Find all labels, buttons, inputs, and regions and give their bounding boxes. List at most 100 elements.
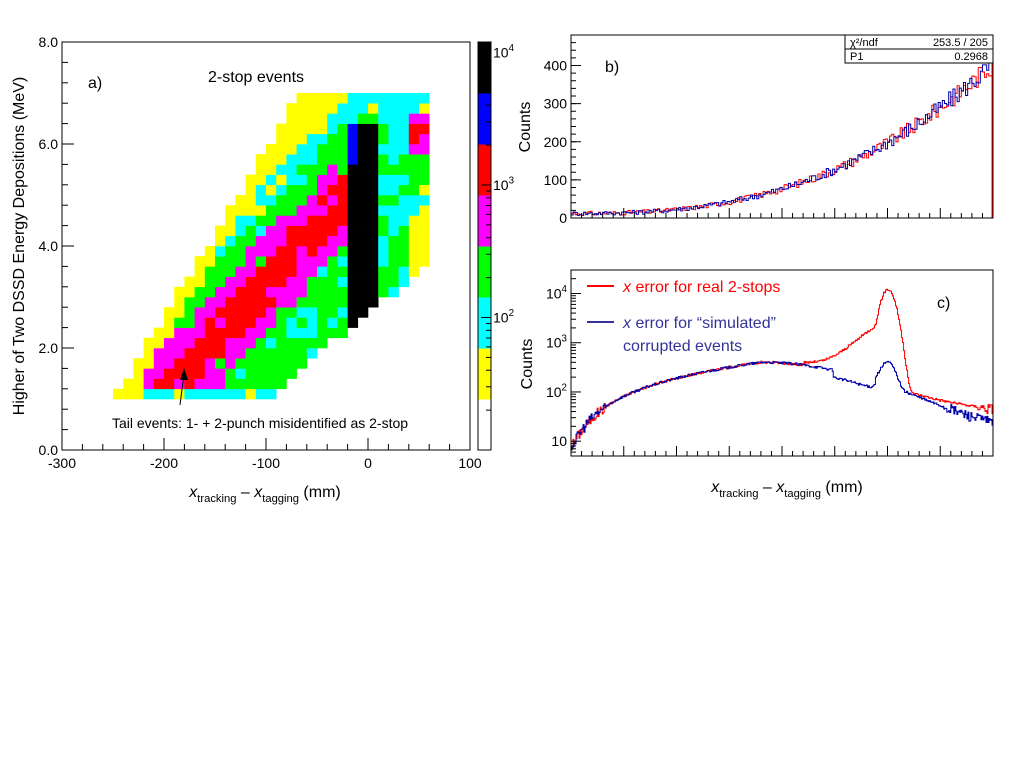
heatmap-cell [174,348,185,359]
heatmap-cell [337,215,348,226]
heatmap-cell [184,276,195,288]
heatmap-cell [378,286,389,298]
heatmap-cell [398,256,410,267]
heatmap-cell [235,246,246,257]
heatmap-cell [153,368,165,379]
heatmap-cell [388,215,399,226]
heatmap-cell [286,256,297,267]
heatmap-cell [296,225,308,237]
panel-b: 0 100 200 300 400 b) Counts χ²/ndf 253.5 / 205 P1… [517,34,994,226]
stats-key: P1 [850,51,863,63]
heatmap-cell [245,266,257,277]
heatmap-cell [266,317,277,328]
heatmap-cell [276,123,287,135]
heatmap-cell [184,286,195,298]
heatmap-cell [419,246,430,257]
heatmap-cell [276,348,287,359]
heatmap-cell [306,286,318,298]
heatmap-cell [368,225,379,237]
heatmap-cell [408,93,420,104]
heatmap-cell [317,215,328,226]
heatmap-cell [317,164,328,175]
heatmap-cell [357,184,369,196]
heatmap-cell [266,297,277,308]
heatmap-cell [235,337,246,349]
heatmap-cell [235,348,246,359]
heatmap-cell [357,276,369,288]
heatmap-cell [357,123,369,135]
heatmap-cell [215,246,226,257]
heatmap-cell [327,93,338,104]
heatmap-cell [204,246,216,257]
heatmap-cell [398,103,410,114]
heatmap-cell [194,256,206,267]
heatmap-cell [245,286,257,298]
heatmap-cell [368,174,379,186]
heatmap-cell [184,368,195,379]
heatmap-cell [398,205,410,216]
heatmap-cell [276,337,287,349]
heatmap-cell [347,144,359,155]
heatmap-cell [276,358,287,369]
y-tick-label: 200 [544,134,568,150]
heatmap-cell [327,246,338,257]
heatmap-cell [357,307,369,318]
heatmap-cell [378,164,389,175]
heatmap-cell [398,266,410,277]
heatmap-cell [174,317,185,328]
heatmap-cell [286,164,297,175]
heatmap-cell [215,368,226,379]
heatmap-cell [184,348,195,359]
heatmap-cell [306,184,318,196]
x-tick-label: 0 [364,455,372,471]
heatmap-cell [337,276,348,288]
heatmap-cell [194,286,206,298]
stats-box: χ²/ndf 253.5 / 205 P1 0.2968 [844,34,994,64]
heatmap-cell [388,174,399,186]
heatmap-cell [337,256,348,267]
heatmap-cell [276,184,287,196]
y-tick-label: 0 [559,210,567,226]
histogram-series-blue [571,58,993,216]
heatmap-cell [368,205,379,216]
heatmap-cell [194,348,206,359]
heatmap-cell [337,174,348,186]
heatmap-cell [296,358,308,369]
heatmap-cell [225,337,236,349]
colorbar-band [478,93,491,145]
heatmap-cell [286,123,297,135]
heatmap-cell [398,246,410,257]
heatmap-cell [368,297,379,308]
heatmap-cell [133,358,144,369]
heatmap-cell [255,266,267,277]
heatmap-cell [286,205,297,216]
heatmap-cell [337,307,348,318]
heatmap-cell [255,215,267,226]
heatmap-cell [296,327,308,339]
heatmap-cell [327,205,338,216]
heatmap-cell [296,348,308,359]
heatmap-cell [286,184,297,196]
y-tick-label: 400 [544,58,568,74]
heatmap-cell [245,337,257,349]
heatmap-cell [347,317,359,328]
heatmap-cell [194,337,206,349]
heatmap-cell [368,195,379,206]
heatmap-cell [347,286,359,298]
heatmap-cell [255,174,267,186]
heatmap-cell [266,205,277,216]
colorbar-band [478,195,491,247]
heatmap-cell [378,154,389,165]
heatmap-cell [184,358,195,369]
heatmap-cell [276,307,287,318]
heatmap-cell [225,235,236,247]
heatmap-cell [255,225,267,237]
heatmap-cell [306,225,318,237]
heatmap-cell [368,133,379,145]
heatmap-cell [194,307,206,318]
heatmap-cell [388,256,399,267]
heatmap-cell [408,235,420,247]
heatmap-cell [327,123,338,135]
colorbar: 102 103 104 [477,41,515,451]
heatmap-cell [215,225,226,237]
